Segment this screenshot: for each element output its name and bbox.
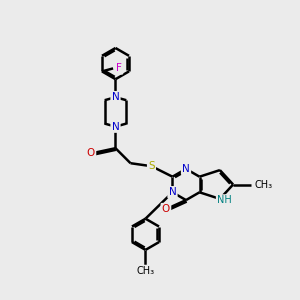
Text: NH: NH [217, 195, 232, 206]
Text: N: N [112, 122, 119, 132]
Text: N: N [112, 92, 119, 102]
Text: N: N [182, 164, 190, 174]
Text: S: S [148, 161, 155, 171]
Text: O: O [87, 148, 95, 158]
Text: F: F [116, 63, 122, 74]
Text: O: O [162, 204, 170, 214]
Text: CH₃: CH₃ [254, 179, 272, 190]
Text: CH₃: CH₃ [136, 266, 154, 276]
Text: N: N [169, 187, 176, 197]
